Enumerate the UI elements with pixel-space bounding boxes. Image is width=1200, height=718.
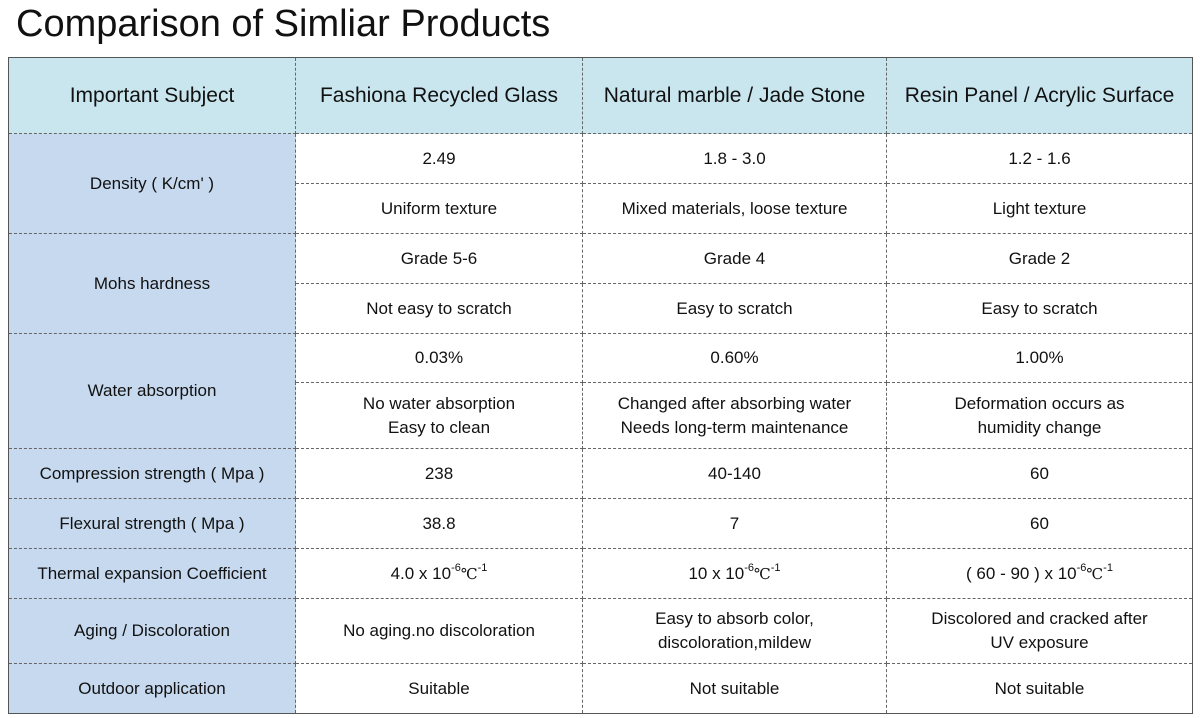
value-line: Discolored and cracked after	[931, 609, 1148, 628]
cell-value: Not suitable	[582, 663, 887, 714]
subject-density: Density ( K/cm' )	[8, 133, 296, 234]
subject-flexural-strength: Flexural strength ( Mpa )	[8, 498, 296, 549]
cell-value: 2.49	[295, 133, 583, 184]
value-line: No aging.no discoloration	[343, 621, 535, 640]
cell-note: Not easy to scratch	[295, 283, 583, 334]
cell-value: 0.03%	[295, 333, 583, 383]
subject-aging-discoloration: Aging / Discoloration	[8, 598, 296, 664]
unit-exponent: -1	[770, 561, 781, 574]
note-line: Needs long-term maintenance	[620, 417, 849, 437]
cell-note: Changed after absorbing water Needs long…	[582, 382, 887, 449]
table-row: Thermal expansion Coefficient 4.0 x 10-6…	[8, 548, 1193, 599]
cell-value: ( 60 - 90 ) x 10-6℃-1	[886, 548, 1193, 599]
table-header-row: Important Subject Fashiona Recycled Glas…	[8, 57, 1193, 134]
cell-value: 1.2 - 1.6	[886, 133, 1193, 184]
cell-value: Discolored and cracked after UV exposure	[886, 598, 1193, 664]
value-line: discoloration,mildew	[657, 633, 812, 652]
thermal-exponent: -6	[1076, 561, 1087, 574]
cell-value: Easy to absorb color, discoloration,mild…	[582, 598, 887, 664]
cell-value: 60	[886, 498, 1193, 549]
thermal-exponent: -6	[744, 561, 754, 574]
table-row: Flexural strength ( Mpa ) 38.8 7 60	[8, 498, 1193, 549]
table-row: Compression strength ( Mpa ) 238 40-140 …	[8, 448, 1193, 499]
table-row: Not easy to scratch Easy to scratch Easy…	[9, 283, 1193, 334]
cell-value: 238	[295, 448, 583, 499]
cell-value: 60	[886, 448, 1193, 499]
cell-note: Easy to scratch	[886, 283, 1193, 334]
cell-value: No aging.no discoloration	[295, 598, 583, 664]
cell-value: 1.8 - 3.0	[582, 133, 887, 184]
cell-note: Easy to scratch	[582, 283, 887, 334]
cell-value: 38.8	[295, 498, 583, 549]
value-line: Easy to absorb color,	[655, 609, 814, 628]
cell-value: Grade 4	[582, 233, 887, 284]
note-line: Easy to clean	[387, 417, 491, 437]
table-row: Outdoor application Suitable Not suitabl…	[8, 663, 1193, 714]
page-title: Comparison of Simliar Products	[16, 3, 551, 45]
cell-value: 7	[582, 498, 887, 549]
celsius-unit: ℃	[753, 564, 771, 583]
subject-thermal-expansion: Thermal expansion Coefficient	[8, 548, 296, 599]
table-row: Aging / Discoloration No aging.no discol…	[8, 598, 1193, 664]
header-resin-panel: Resin Panel / Acrylic Surface	[886, 57, 1193, 134]
comparison-table: Important Subject Fashiona Recycled Glas…	[8, 57, 1193, 714]
value-line: UV exposure	[990, 633, 1089, 652]
unit-exponent: -1	[1103, 561, 1113, 574]
thermal-base: ( 60 - 90 ) x 10	[966, 563, 1077, 583]
table-row: Density ( K/cm' ) 2.49 1.8 - 3.0 1.2 - 1…	[8, 133, 1193, 234]
table-row: Uniform texture Mixed materials, loose t…	[9, 183, 1193, 234]
cell-note: No water absorption Easy to clean	[295, 382, 583, 449]
cell-note: Light texture	[886, 183, 1193, 234]
cell-value: Suitable	[295, 663, 583, 714]
celsius-unit: ℃	[460, 564, 478, 583]
cell-value: 0.60%	[582, 333, 887, 383]
header-natural-marble: Natural marble / Jade Stone	[582, 57, 887, 134]
thermal-exponent: -6	[451, 561, 461, 574]
subject-mohs-hardness: Mohs hardness	[8, 233, 296, 334]
cell-value: 4.0 x 10-6℃-1	[295, 548, 583, 599]
cell-value: Not suitable	[886, 663, 1193, 714]
note-line: Deformation occurs as	[954, 393, 1125, 413]
cell-note: Uniform texture	[295, 183, 583, 234]
unit-exponent: -1	[477, 561, 488, 574]
cell-value: 40-140	[582, 448, 887, 499]
subject-water-absorption: Water absorption	[8, 333, 296, 449]
subject-compression-strength: Compression strength ( Mpa )	[8, 448, 296, 499]
table-row: Water absorption 0.03% 0.60% 1.00%	[8, 333, 1193, 449]
header-important-subject: Important Subject	[8, 57, 296, 134]
celsius-unit: ℃	[1086, 564, 1104, 583]
table-row: No water absorption Easy to clean Change…	[9, 382, 1193, 449]
thermal-base: 4.0 x 10	[390, 563, 452, 583]
cell-value: Grade 5-6	[295, 233, 583, 284]
table-row: Mohs hardness Grade 5-6 Grade 4 Grade 2	[8, 233, 1193, 334]
note-line: No water absorption	[362, 393, 516, 413]
cell-value: 10 x 10-6℃-1	[582, 548, 887, 599]
cell-note: Mixed materials, loose texture	[582, 183, 887, 234]
header-recycled-glass: Fashiona Recycled Glass	[295, 57, 583, 134]
note-line: humidity change	[977, 417, 1102, 437]
cell-note: Deformation occurs as humidity change	[886, 382, 1193, 449]
note-line: Changed after absorbing water	[617, 393, 852, 413]
subject-outdoor-application: Outdoor application	[8, 663, 296, 714]
thermal-base: 10 x 10	[688, 563, 745, 583]
cell-value: Grade 2	[886, 233, 1193, 284]
cell-value: 1.00%	[886, 333, 1193, 383]
